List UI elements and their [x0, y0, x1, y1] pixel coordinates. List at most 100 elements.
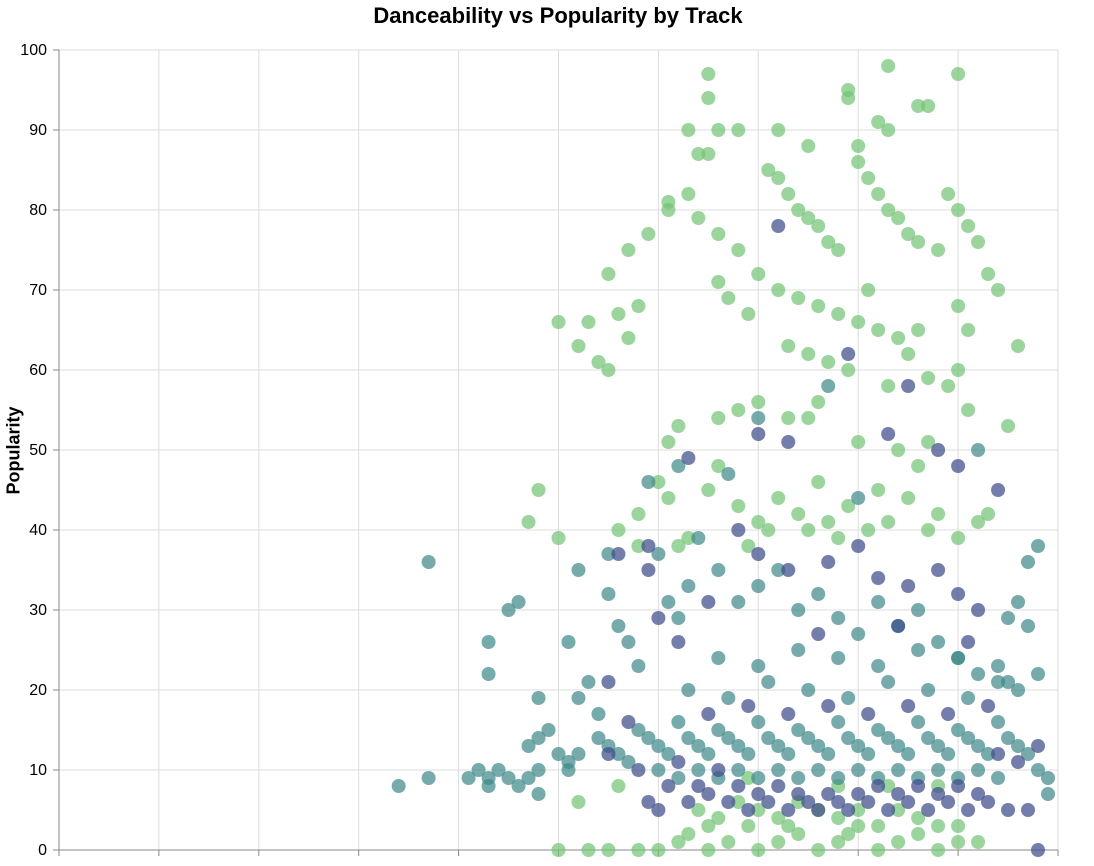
- data-point-s0-25: [771, 171, 786, 185]
- data-point-s1-115: [731, 763, 746, 777]
- data-point-s0-21: [691, 211, 706, 225]
- data-point-s1-21: [551, 747, 566, 761]
- data-point-s1-84: [791, 723, 806, 737]
- data-point-s0-103: [681, 531, 696, 545]
- data-point-s2-12: [611, 547, 626, 561]
- data-point-s2-48: [831, 795, 846, 809]
- data-point-s1-116: [751, 771, 766, 785]
- data-point-s1-10: [501, 603, 516, 617]
- data-point-s1-136: [961, 691, 976, 705]
- data-point-s0-53: [821, 355, 836, 369]
- data-point-s0-73: [961, 323, 976, 337]
- data-point-s1-63: [1021, 619, 1036, 633]
- data-point-s1-144: [951, 651, 966, 665]
- data-point-s1-104: [991, 715, 1006, 729]
- data-point-s1-129: [681, 683, 696, 697]
- data-point-s1-91: [861, 747, 876, 761]
- data-point-s2-80: [961, 635, 976, 649]
- data-point-s1-11: [511, 595, 526, 609]
- data-point-s0-128: [551, 843, 566, 857]
- data-point-s2-71: [781, 707, 796, 721]
- data-point-s1-47: [811, 587, 826, 601]
- data-point-s0-113: [821, 515, 836, 529]
- data-point-s0-127: [831, 531, 846, 545]
- data-point-s2-23: [931, 563, 946, 577]
- data-point-s0-16: [691, 147, 706, 161]
- data-point-s0-61: [621, 331, 636, 345]
- data-point-s0-75: [1011, 339, 1026, 353]
- y-tick-label-10: 100: [20, 42, 47, 59]
- data-point-s2-78: [811, 627, 826, 641]
- data-point-s0-89: [781, 411, 796, 425]
- data-point-s1-150: [751, 411, 766, 425]
- data-point-s1-123: [891, 763, 906, 777]
- data-point-s2-16: [731, 523, 746, 537]
- data-point-s0-111: [801, 523, 816, 537]
- data-point-s1-119: [811, 763, 826, 777]
- data-point-s0-171: [781, 819, 796, 833]
- data-point-s1-85: [801, 731, 816, 745]
- data-point-s0-93: [891, 443, 906, 457]
- data-point-s1-4: [471, 763, 486, 777]
- data-point-s1-68: [631, 723, 646, 737]
- data-point-s0-80: [911, 323, 926, 337]
- data-point-s1-33: [621, 635, 636, 649]
- data-point-s0-158: [851, 803, 866, 817]
- data-point-s0-126: [741, 539, 756, 553]
- data-point-s0-130: [601, 843, 616, 857]
- data-point-s0-110: [791, 507, 806, 521]
- data-point-s1-95: [901, 747, 916, 761]
- data-point-s2-67: [1011, 755, 1026, 769]
- data-point-s1-8: [481, 667, 496, 681]
- data-point-s0-102: [661, 491, 676, 505]
- data-point-s0-95: [921, 435, 936, 449]
- data-point-s1-61: [1011, 595, 1026, 609]
- data-point-s2-51: [861, 795, 876, 809]
- data-point-s0-172: [841, 827, 856, 841]
- data-point-s0-56: [601, 267, 616, 281]
- data-point-s1-149: [721, 467, 736, 481]
- data-point-s0-38: [911, 235, 926, 249]
- data-point-s1-105: [1001, 731, 1016, 745]
- data-point-s0-55: [861, 283, 876, 297]
- data-point-s1-6: [481, 779, 496, 793]
- data-point-s0-136: [721, 835, 736, 849]
- data-point-s0-49: [721, 291, 736, 305]
- data-point-s0-147: [931, 843, 946, 857]
- data-point-s0-70: [971, 235, 986, 249]
- data-point-s0-168: [881, 779, 896, 793]
- data-point-s1-147: [971, 443, 986, 457]
- data-point-s2-74: [901, 699, 916, 713]
- data-point-s2-41: [761, 795, 776, 809]
- data-point-s0-100: [631, 507, 646, 521]
- data-point-s2-21: [871, 571, 886, 585]
- data-point-s2-70: [741, 699, 756, 713]
- data-point-s0-161: [911, 811, 926, 825]
- data-point-s1-102: [971, 739, 986, 753]
- data-point-s2-42: [771, 779, 786, 793]
- data-point-s0-13: [801, 139, 816, 153]
- data-point-s0-107: [751, 515, 766, 529]
- data-point-s0-1: [701, 91, 716, 105]
- data-point-s0-57: [621, 243, 636, 257]
- data-point-s1-64: [591, 731, 606, 745]
- data-point-s1-23: [561, 763, 576, 777]
- data-point-s0-138: [751, 843, 766, 857]
- data-point-s2-33: [681, 795, 696, 809]
- data-point-s2-62: [971, 787, 986, 801]
- data-point-s1-42: [711, 563, 726, 577]
- data-point-s1-109: [1041, 771, 1056, 785]
- data-point-s0-120: [931, 507, 946, 521]
- data-point-s0-82: [921, 371, 936, 385]
- data-point-s2-31: [661, 779, 676, 793]
- data-point-s0-148: [951, 835, 966, 849]
- data-point-s0-146: [911, 827, 926, 841]
- data-point-s2-77: [671, 635, 686, 649]
- data-point-s1-77: [721, 731, 736, 745]
- data-point-s0-36: [891, 211, 906, 225]
- data-point-s0-123: [981, 507, 996, 521]
- data-point-s1-86: [811, 739, 826, 753]
- data-point-s1-45: [771, 563, 786, 577]
- data-point-s2-22: [901, 579, 916, 593]
- data-point-s1-69: [641, 731, 656, 745]
